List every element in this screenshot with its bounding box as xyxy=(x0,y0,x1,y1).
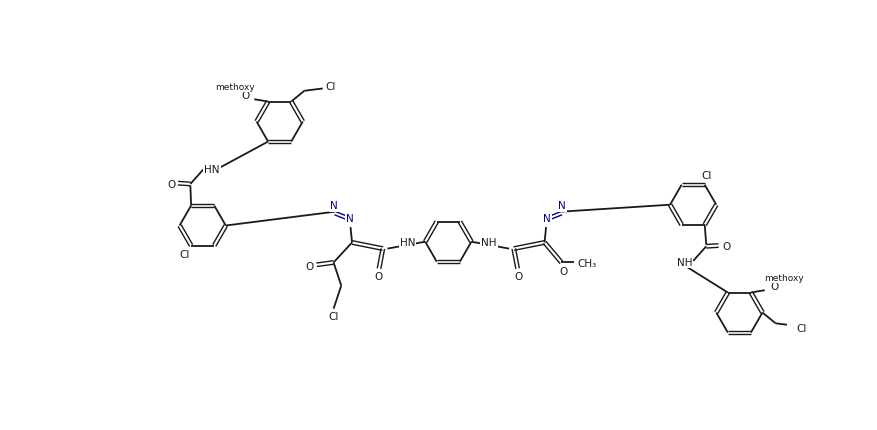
Text: HN: HN xyxy=(400,237,415,247)
Text: Cl: Cl xyxy=(180,249,190,259)
Text: NH: NH xyxy=(677,257,693,267)
Text: NH: NH xyxy=(481,237,497,247)
Text: Cl: Cl xyxy=(325,82,336,92)
Text: O: O xyxy=(374,272,382,282)
Text: N: N xyxy=(346,213,353,223)
Text: O: O xyxy=(770,282,778,292)
Text: HN: HN xyxy=(204,164,219,174)
Text: methoxy: methoxy xyxy=(764,273,804,282)
Text: N: N xyxy=(559,201,567,211)
Text: O: O xyxy=(722,242,731,252)
Text: O: O xyxy=(241,91,249,101)
Text: O: O xyxy=(514,272,523,282)
Text: Cl: Cl xyxy=(796,323,807,333)
Text: O: O xyxy=(305,262,314,272)
Text: CH₃: CH₃ xyxy=(577,258,596,269)
Text: N: N xyxy=(543,213,551,223)
Text: Cl: Cl xyxy=(702,171,712,181)
Text: methoxy: methoxy xyxy=(215,83,255,92)
Text: Cl: Cl xyxy=(328,312,339,322)
Text: O: O xyxy=(167,180,175,190)
Text: O: O xyxy=(559,266,567,276)
Text: N: N xyxy=(331,201,339,211)
